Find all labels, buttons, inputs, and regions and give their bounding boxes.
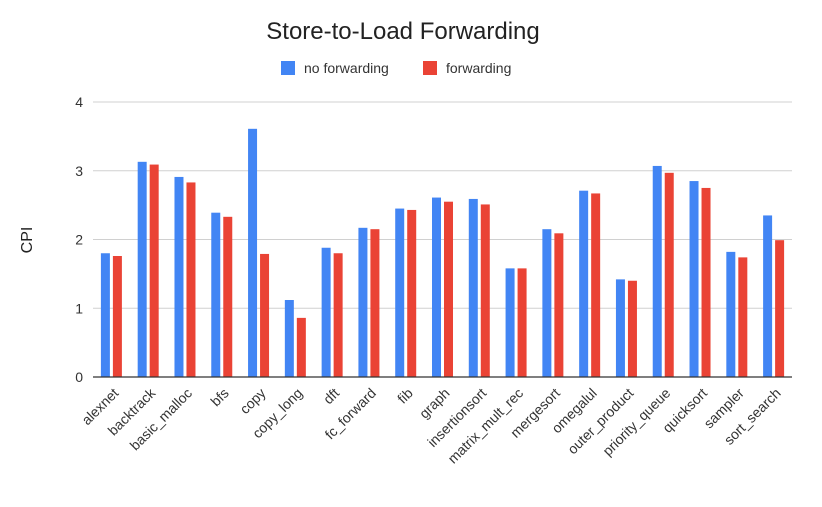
y-axis-ticks: 0 1 2 3 4: [75, 94, 83, 385]
y-tick-label: 0: [75, 369, 83, 385]
bar-forwarding-dft[interactable]: [333, 253, 343, 377]
legend-swatch: [423, 61, 437, 75]
legend-item-no-forwarding[interactable]: no forwarding: [281, 60, 389, 76]
bar-no-forwarding-matrix_mult_rec[interactable]: [505, 268, 515, 377]
bar-forwarding-backtrack[interactable]: [149, 164, 159, 377]
bar-no-forwarding-sort_search[interactable]: [763, 215, 773, 377]
bar-group-basic_malloc: [174, 176, 196, 377]
x-tick-label: dft: [320, 385, 342, 407]
bar-forwarding-outer_product[interactable]: [627, 280, 637, 377]
bar-group-matrix_mult_rec: [505, 268, 527, 377]
bar-no-forwarding-priority_queue[interactable]: [652, 165, 662, 377]
bar-group-sort_search: [763, 215, 785, 377]
bar-forwarding-copy[interactable]: [260, 253, 270, 377]
bar-forwarding-basic_malloc[interactable]: [186, 182, 196, 377]
bar-group-omegalul: [579, 190, 601, 377]
bar-no-forwarding-fc_forward[interactable]: [358, 227, 368, 377]
bar-forwarding-alexnet[interactable]: [112, 256, 122, 377]
x-tick-label: bfs: [207, 385, 232, 410]
chart-title: Store-to-Load Forwarding: [266, 18, 539, 45]
bar-forwarding-graph[interactable]: [444, 201, 453, 377]
bar-no-forwarding-backtrack[interactable]: [137, 161, 147, 377]
y-axis-label: CPI: [19, 227, 36, 254]
bar-group-priority_queue: [652, 165, 674, 377]
bar-group-sampler: [726, 251, 748, 377]
bar-forwarding-copy_long[interactable]: [296, 317, 306, 377]
bars: [100, 128, 785, 377]
bar-forwarding-sort_search[interactable]: [775, 240, 785, 377]
bar-group-mergesort: [542, 229, 564, 377]
y-tick-label: 3: [75, 163, 83, 179]
bar-forwarding-fc_forward[interactable]: [370, 229, 380, 377]
bar-no-forwarding-dft[interactable]: [321, 247, 331, 377]
bar-no-forwarding-fib[interactable]: [395, 208, 405, 377]
bar-group-quicksort: [689, 181, 711, 377]
y-tick-label: 1: [75, 300, 83, 316]
bar-no-forwarding-mergesort[interactable]: [542, 229, 552, 377]
bar-no-forwarding-basic_malloc[interactable]: [174, 176, 184, 377]
legend-item-forwarding[interactable]: forwarding: [423, 60, 511, 76]
bar-no-forwarding-insertionsort[interactable]: [468, 198, 478, 377]
bar-group-copy_long: [284, 300, 306, 377]
bar-forwarding-insertionsort[interactable]: [480, 204, 490, 377]
bar-no-forwarding-copy[interactable]: [248, 128, 258, 377]
bar-group-outer_product: [615, 279, 637, 377]
bar-forwarding-fib[interactable]: [407, 209, 417, 377]
bar-forwarding-quicksort[interactable]: [701, 187, 711, 377]
bar-group-fc_forward: [358, 227, 380, 377]
bar-group-fib: [395, 208, 417, 377]
bar-forwarding-sampler[interactable]: [738, 257, 748, 377]
chart-legend: no forwarding forwarding: [281, 60, 511, 76]
bar-no-forwarding-outer_product[interactable]: [615, 279, 625, 377]
bar-group-alexnet: [100, 253, 122, 377]
bar-forwarding-matrix_mult_rec[interactable]: [517, 268, 527, 377]
legend-swatch: [281, 61, 295, 75]
bar-group-copy: [248, 128, 270, 377]
bar-forwarding-omegalul[interactable]: [591, 193, 601, 377]
bar-group-bfs: [211, 212, 233, 377]
bar-no-forwarding-sampler[interactable]: [726, 251, 736, 377]
bar-group-insertionsort: [468, 198, 490, 377]
legend-label: no forwarding: [304, 60, 389, 76]
x-tick-label: copy: [236, 385, 268, 417]
bar-forwarding-priority_queue[interactable]: [664, 172, 674, 377]
bar-forwarding-mergesort[interactable]: [554, 233, 564, 377]
y-tick-label: 4: [75, 94, 83, 110]
legend-label: forwarding: [446, 60, 511, 76]
x-tick-label: fib: [394, 385, 416, 407]
bar-no-forwarding-graph[interactable]: [432, 197, 441, 377]
bar-no-forwarding-alexnet[interactable]: [100, 253, 110, 377]
y-tick-label: 2: [75, 232, 83, 248]
bar-group-backtrack: [137, 161, 159, 377]
gridlines: [93, 101, 792, 309]
bar-no-forwarding-bfs[interactable]: [211, 212, 221, 377]
bar-group-graph: [432, 197, 453, 377]
bar-no-forwarding-omegalul[interactable]: [579, 190, 589, 377]
bar-group-dft: [321, 247, 343, 377]
bar-no-forwarding-copy_long[interactable]: [284, 300, 294, 377]
bar-no-forwarding-quicksort[interactable]: [689, 181, 699, 377]
bar-forwarding-bfs[interactable]: [223, 216, 233, 377]
